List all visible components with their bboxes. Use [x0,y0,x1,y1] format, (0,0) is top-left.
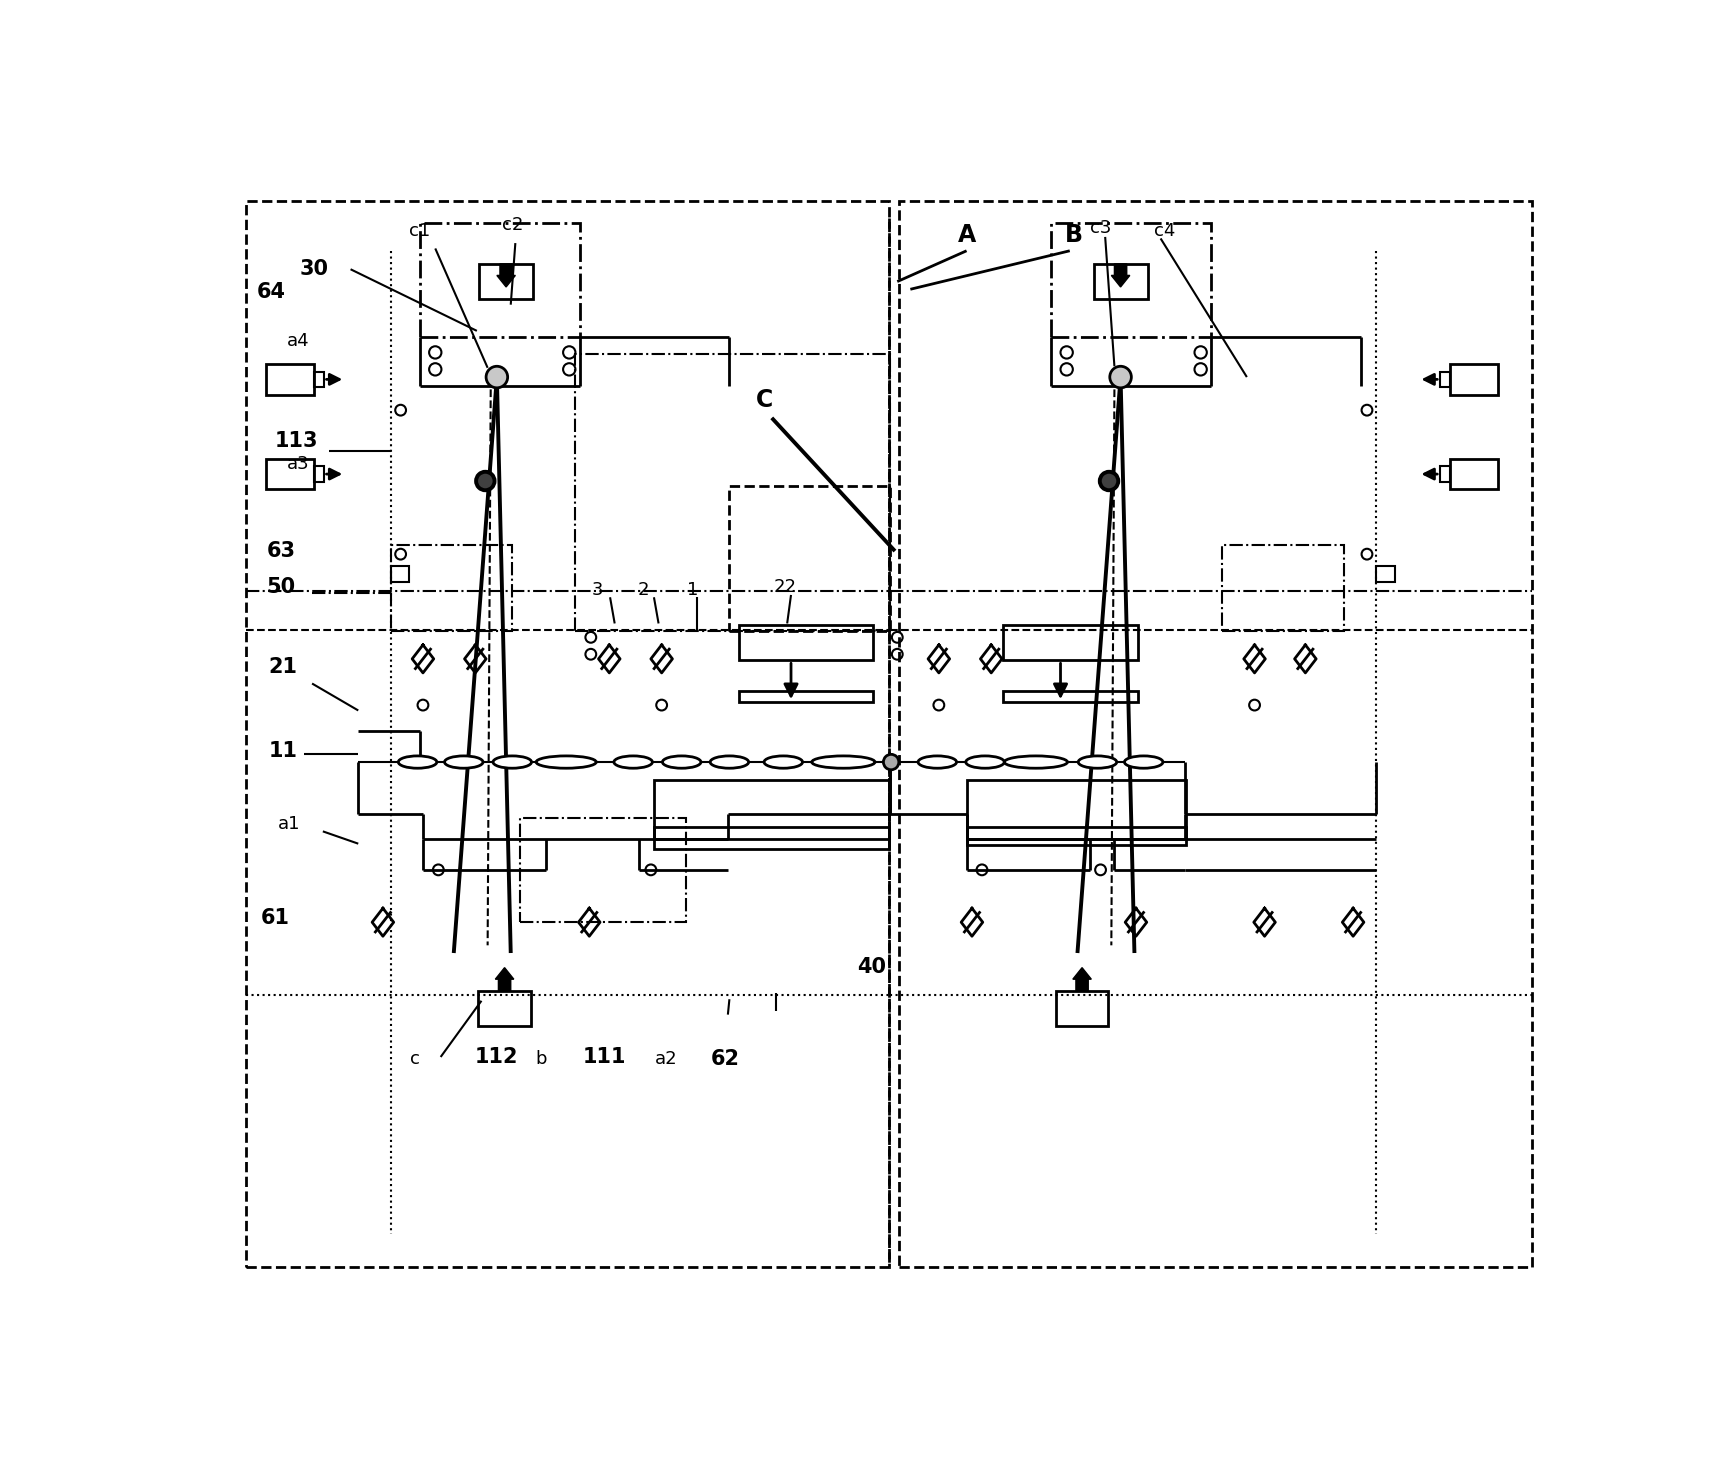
Ellipse shape [966,755,1005,768]
Polygon shape [496,264,515,286]
Bar [966,827,1187,839]
Bar [654,827,888,839]
Bar [246,200,888,1267]
Bar [729,487,890,631]
Bar [1450,459,1497,489]
Ellipse shape [536,755,597,768]
Ellipse shape [763,755,803,768]
Text: 112: 112 [475,1048,519,1067]
Bar [1450,364,1497,394]
Text: 50: 50 [267,577,297,598]
Polygon shape [494,967,514,991]
Bar [654,780,888,849]
Bar [739,691,873,701]
Circle shape [1100,472,1119,491]
Text: a4: a4 [286,332,309,349]
Bar [1093,264,1147,300]
Polygon shape [1112,264,1129,286]
Text: A: A [958,224,975,247]
Bar [520,818,685,922]
Text: B: B [1065,224,1083,247]
Bar [899,200,1532,1267]
Bar [1440,371,1450,387]
Ellipse shape [444,755,482,768]
Text: 40: 40 [857,957,887,977]
Text: 62: 62 [711,1049,741,1069]
Bar [314,466,324,482]
Bar [420,224,579,337]
Bar [739,625,873,660]
Bar [1221,545,1345,631]
Circle shape [486,367,508,387]
Text: a3: a3 [286,454,309,473]
Bar [390,565,409,581]
Bar [966,780,1187,846]
Bar [265,364,314,394]
Ellipse shape [493,755,531,768]
Bar [390,545,512,631]
Text: 30: 30 [298,259,328,279]
Text: 61: 61 [260,909,290,928]
Circle shape [883,754,899,770]
Ellipse shape [663,755,701,768]
Bar [265,459,314,489]
Text: 22: 22 [774,579,796,596]
Text: C: C [755,389,772,412]
Text: 21: 21 [269,656,297,676]
Text: c4: c4 [1154,222,1175,240]
Polygon shape [1072,967,1091,991]
Ellipse shape [812,755,874,768]
Bar [479,991,531,1026]
Text: 64: 64 [257,282,286,302]
Circle shape [475,472,494,491]
Bar [314,371,324,387]
Text: c: c [409,1050,420,1068]
Text: 113: 113 [274,431,319,451]
Bar [1440,466,1450,482]
Ellipse shape [918,755,956,768]
Text: c2: c2 [501,216,522,234]
Text: b: b [534,1050,547,1068]
Text: 11: 11 [269,741,297,761]
Text: 1: 1 [687,580,697,599]
Text: a2: a2 [654,1050,678,1068]
Ellipse shape [1005,755,1067,768]
Ellipse shape [1077,755,1117,768]
Text: c3: c3 [1090,219,1110,237]
Bar [1057,991,1109,1026]
Ellipse shape [614,755,652,768]
Ellipse shape [399,755,437,768]
Ellipse shape [1124,755,1162,768]
Bar [1003,625,1138,660]
Text: 111: 111 [583,1048,626,1067]
Bar [1003,691,1138,701]
Bar [1376,565,1395,581]
Text: 63: 63 [267,541,295,561]
Circle shape [1110,367,1131,387]
Text: c1: c1 [409,222,430,240]
Bar [1051,224,1211,337]
Text: 3: 3 [592,580,602,599]
Bar [576,354,890,631]
Text: 2: 2 [637,580,649,599]
Bar [479,264,533,300]
Text: a1: a1 [278,815,300,833]
Ellipse shape [710,755,750,768]
